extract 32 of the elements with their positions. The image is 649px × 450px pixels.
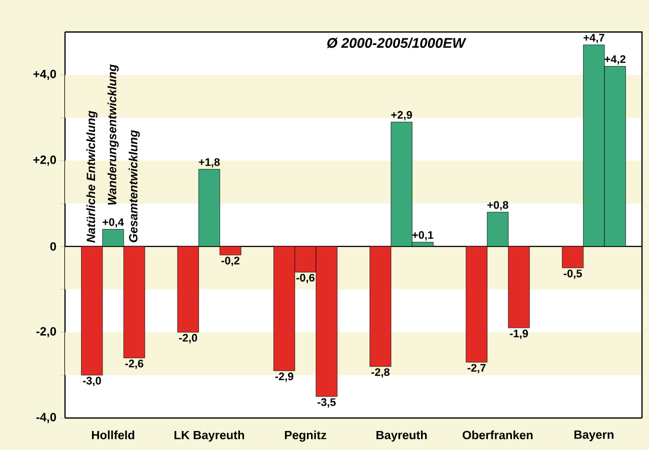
y-tick-label: -4,0 [36,412,56,424]
x-tick-label: Bayern [574,430,614,442]
data-label: -0,5 [564,270,582,279]
y-tick-label: +4,0 [33,70,56,80]
y-tick-label: -2,0 [36,327,56,338]
y-tick-label: +2,0 [33,156,56,166]
data-label: +2,9 [391,111,412,120]
text: Natürliche Entwicklung [86,110,98,243]
y-tick-label: 0 [50,242,56,251]
data-label: -2,6 [125,360,144,369]
x-tick-label: LK Bayreuth [174,430,244,442]
x-tick-label: Pegnitz [284,430,326,442]
text: Wanderungsentwicklung [108,64,119,205]
data-label: +0,4 [102,218,124,228]
data-label: +4,7 [584,34,604,44]
x-tick-label: Oberfranken [462,430,533,440]
annotation: Ø 2000-2005/1000EW [326,38,466,48]
data-label: +0,8 [487,201,508,210]
data-label: +4,2 [604,55,626,65]
data-label: -1,9 [510,330,528,339]
data-label: -2,8 [371,368,390,378]
data-label: -2,7 [468,364,486,374]
data-label: -0,2 [221,256,240,266]
x-tick-label: Hollfeld [92,430,134,440]
data-label: -2,9 [275,372,294,382]
data-label: -0,6 [296,274,314,284]
data-label: -3,5 [318,398,336,408]
data-label: -3,0 [82,376,101,386]
x-tick-label: Bayreuth [376,430,427,442]
data-label: -2,0 [179,334,198,344]
data-label: +1,8 [198,158,220,168]
text: Gesamtentwicklung [128,130,140,242]
